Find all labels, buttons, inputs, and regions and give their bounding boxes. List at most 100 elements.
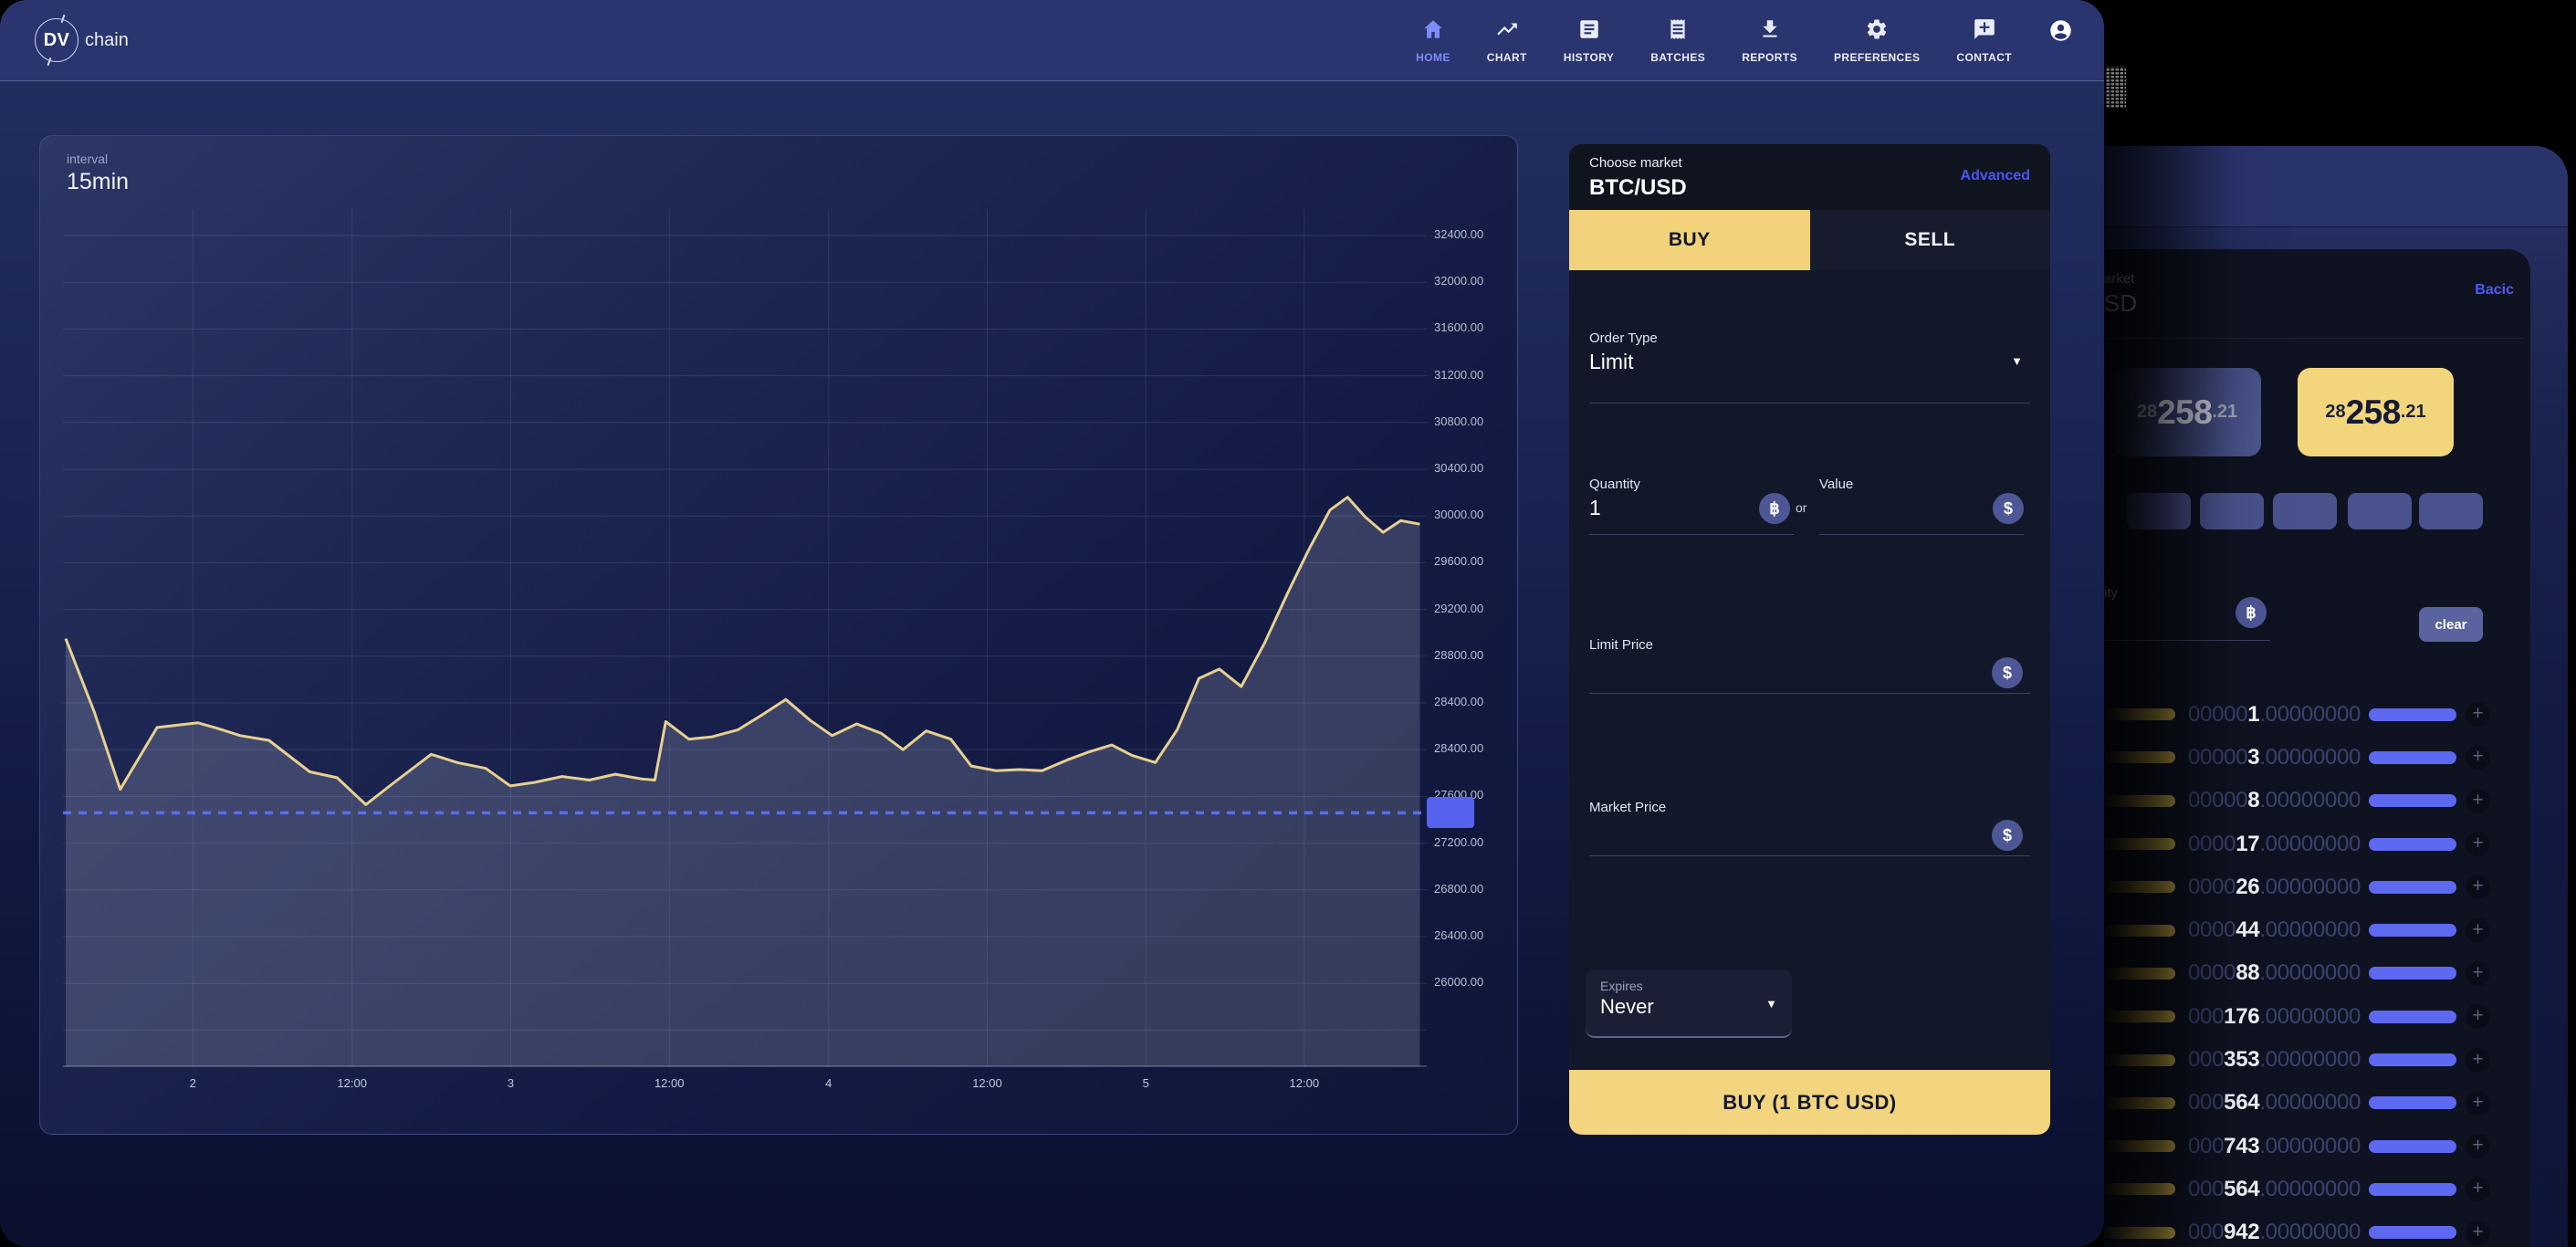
nav-item-reports[interactable]: REPORTS bbox=[1742, 17, 1797, 64]
x-tick-label: 5 bbox=[1142, 1076, 1149, 1090]
add-order-button[interactable]: + bbox=[2466, 1090, 2490, 1116]
add-order-button[interactable]: + bbox=[2466, 960, 2490, 986]
background-window-navbar bbox=[2104, 146, 2568, 227]
y-tick-label: 32000.00 bbox=[1434, 274, 1484, 288]
expires-label: Expires bbox=[1600, 979, 1643, 993]
add-order-button[interactable]: + bbox=[2466, 875, 2490, 900]
add-order-button[interactable]: + bbox=[2466, 1134, 2490, 1159]
add-order-button[interactable]: + bbox=[2466, 1004, 2490, 1030]
market-price-label: Market Price bbox=[1589, 800, 1667, 815]
depth-bar bbox=[2369, 1053, 2456, 1067]
x-tick-label: 3 bbox=[507, 1076, 515, 1090]
add-order-button[interactable]: + bbox=[2466, 1220, 2490, 1245]
field-underline bbox=[1589, 693, 2030, 694]
order-type-select[interactable]: Order Type Limit ▼ bbox=[1589, 330, 2030, 403]
nav-item-home[interactable]: HOME bbox=[1416, 17, 1450, 64]
app-logo: DV chain bbox=[35, 18, 129, 62]
price-suffix: .21 bbox=[2400, 402, 2426, 422]
depth-bar bbox=[2369, 837, 2456, 851]
tab-buy[interactable]: BUY bbox=[1569, 210, 1810, 270]
logo-dv: DV bbox=[43, 29, 70, 50]
market-name[interactable]: BTC/USD bbox=[1589, 175, 1687, 200]
depth-gauge bbox=[2104, 1140, 2175, 1153]
chart-plot bbox=[63, 209, 1427, 1067]
amount-chip[interactable] bbox=[2348, 493, 2412, 529]
quantity-field[interactable]: Quantity ฿ bbox=[1589, 477, 1794, 535]
depth-bar bbox=[2369, 1226, 2456, 1240]
limit-price-label: Limit Price bbox=[1589, 637, 1654, 653]
depth-gauge bbox=[2104, 838, 2175, 851]
tab-sell[interactable]: SELL bbox=[1809, 210, 2050, 270]
depth-gauge bbox=[2104, 1183, 2175, 1196]
orderbook-quantity: 000176.00000000 bbox=[2188, 1003, 2361, 1029]
add-order-button[interactable]: + bbox=[2466, 702, 2490, 728]
add-order-button[interactable]: + bbox=[2466, 917, 2490, 943]
order-type-value: Limit bbox=[1589, 350, 1634, 373]
clear-button[interactable]: clear bbox=[2419, 607, 2483, 642]
x-tick-label: 12:00 bbox=[972, 1076, 1002, 1090]
advanced-link[interactable]: Advanced bbox=[1960, 168, 2030, 183]
top-navbar: DV chain HOME CHART HISTORY BATCHES bbox=[0, 0, 2104, 81]
market-price-field[interactable]: Market Price $ bbox=[1589, 800, 2030, 856]
orderbook-quantity: 000001.00000000 bbox=[2188, 701, 2361, 727]
y-tick-label: 29600.00 bbox=[1434, 554, 1484, 569]
orderbook-quantity: 000743.00000000 bbox=[2188, 1133, 2361, 1158]
add-order-button[interactable]: + bbox=[2466, 1177, 2490, 1202]
depth-gauge bbox=[2104, 1011, 2175, 1023]
amount-chip[interactable] bbox=[2200, 493, 2264, 529]
amount-chip[interactable] bbox=[2127, 493, 2191, 529]
expires-value: Never bbox=[1600, 995, 1654, 1018]
divider bbox=[2104, 338, 2523, 339]
add-order-button[interactable]: + bbox=[2466, 788, 2490, 813]
account-avatar-icon[interactable] bbox=[2048, 18, 2073, 47]
submit-buy-button[interactable]: BUY (1 BTC USD) bbox=[1569, 1070, 2050, 1135]
ask-price-tile[interactable]: 28 258.21 bbox=[2298, 368, 2454, 456]
orderbook-quantity: 000003.00000000 bbox=[2188, 744, 2361, 770]
depth-bar bbox=[2369, 1096, 2456, 1110]
nav-item-chart[interactable]: CHART bbox=[1487, 17, 1527, 64]
interval-label: interval bbox=[67, 152, 109, 166]
main-window: DV chain HOME CHART HISTORY BATCHES bbox=[0, 0, 2104, 1247]
depth-gauge bbox=[2104, 1226, 2175, 1239]
orderbook-row: 000026.00000000 + bbox=[2104, 865, 2530, 908]
depth-bar bbox=[2369, 880, 2456, 894]
background-window: arket SD Bacic 28 258.21 28 258.21 ity ฿ c… bbox=[2104, 146, 2568, 1247]
batches-icon bbox=[1666, 17, 1690, 46]
add-order-button[interactable]: + bbox=[2466, 745, 2490, 770]
value-field[interactable]: Value $ bbox=[1819, 477, 2024, 535]
orderbook-quantity: 000008.00000000 bbox=[2188, 788, 2361, 813]
expires-select[interactable]: Expires Never ▼ bbox=[1586, 969, 1792, 1038]
market-name-clipped: SD bbox=[2104, 289, 2138, 317]
field-underline bbox=[1819, 534, 2024, 535]
y-tick-label: 30000.00 bbox=[1434, 508, 1484, 522]
y-tick-label: 26800.00 bbox=[1434, 881, 1484, 896]
depth-gauge bbox=[2104, 751, 2175, 764]
nav-label: CHART bbox=[1486, 50, 1527, 64]
logo-circle: DV bbox=[35, 18, 79, 62]
y-tick-label: 26400.00 bbox=[1434, 928, 1484, 942]
nav-items: HOME CHART HISTORY BATCHES REPORTS PREFE… bbox=[1416, 17, 2104, 64]
nav-item-preferences[interactable]: PREFERENCES bbox=[1834, 17, 1920, 64]
depth-gauge bbox=[2104, 708, 2175, 721]
nav-label: BATCHES bbox=[1650, 50, 1706, 64]
choose-market-label: Choose market bbox=[1589, 155, 1682, 171]
basic-link[interactable]: Bacic bbox=[2475, 282, 2514, 298]
bid-price-tile[interactable]: 28 258.21 bbox=[2113, 368, 2261, 456]
add-order-button[interactable]: + bbox=[2466, 1047, 2490, 1073]
add-order-button[interactable]: + bbox=[2466, 832, 2490, 857]
orderbook-quantity: 000564.00000000 bbox=[2188, 1090, 2361, 1116]
value-input[interactable] bbox=[1819, 496, 2024, 520]
amount-chip[interactable] bbox=[2419, 493, 2483, 529]
price-main: 258 bbox=[2157, 393, 2213, 431]
depth-gauge bbox=[2104, 924, 2175, 937]
nav-item-history[interactable]: HISTORY bbox=[1564, 17, 1614, 64]
nav-item-batches[interactable]: BATCHES bbox=[1650, 17, 1705, 64]
depth-bar bbox=[2369, 924, 2456, 938]
orderbook-row: 000743.00000000 + bbox=[2104, 1125, 2530, 1168]
orderbook-row: 000008.00000000 + bbox=[2104, 780, 2530, 823]
logo-chain: chain bbox=[85, 29, 129, 50]
limit-price-field[interactable]: Limit Price $ bbox=[1589, 637, 2030, 694]
interval-value[interactable]: 15min bbox=[67, 169, 130, 194]
amount-chip[interactable] bbox=[2273, 493, 2337, 529]
nav-item-contact[interactable]: CONTACT bbox=[1956, 17, 2012, 64]
